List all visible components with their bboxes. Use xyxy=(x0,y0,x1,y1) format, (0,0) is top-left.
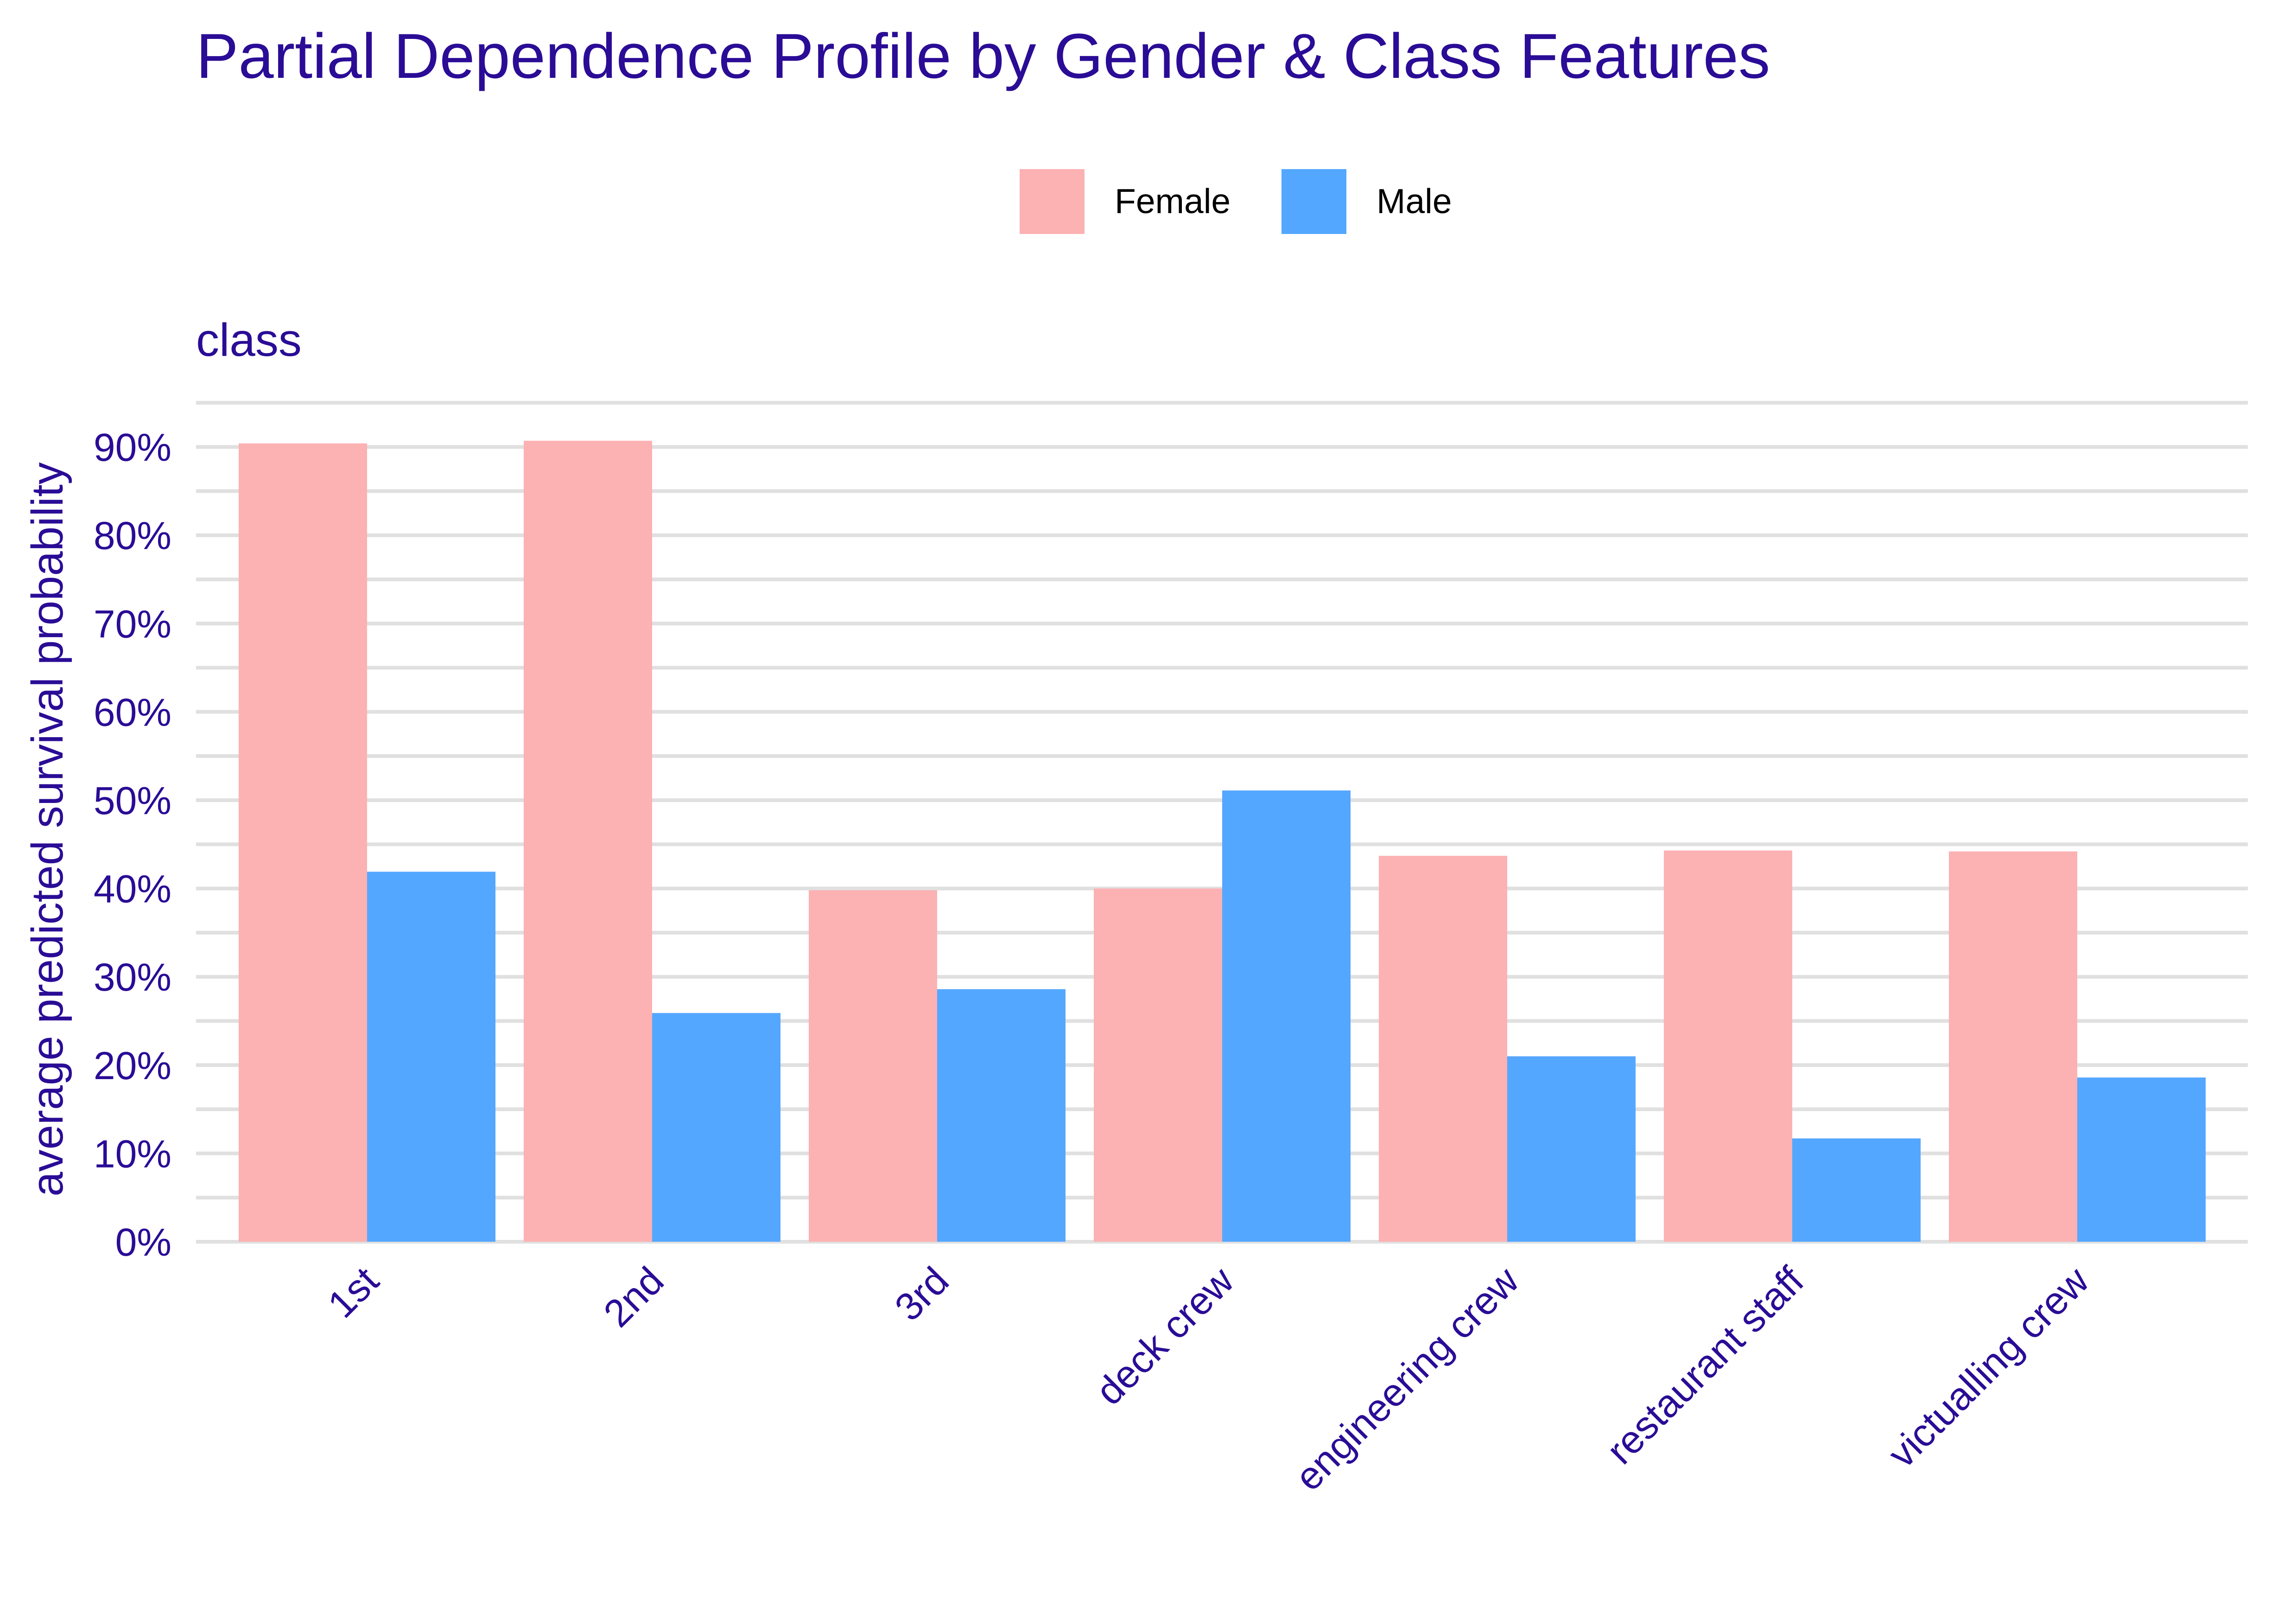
y-tick-label: 70% xyxy=(94,602,171,646)
bar-female xyxy=(524,441,652,1242)
y-tick-label: 50% xyxy=(94,779,171,822)
x-tick-label: engineering crew xyxy=(1287,1258,1527,1499)
facet-label: class xyxy=(196,314,302,366)
bar-male xyxy=(937,989,1066,1242)
bar-male xyxy=(1507,1056,1636,1242)
x-tick-label: 2nd xyxy=(595,1258,672,1335)
legend: Female Male xyxy=(1020,169,1452,234)
legend-swatch-female xyxy=(1020,169,1085,234)
x-tick-label: deck crew xyxy=(1087,1258,1242,1413)
legend-label-male: Male xyxy=(1377,182,1452,221)
bar-female xyxy=(809,890,937,1242)
y-axis-title: average predicted survival probability xyxy=(23,462,72,1197)
y-tick-label: 10% xyxy=(94,1132,171,1175)
x-tick-label: victualling crew xyxy=(1880,1258,2097,1476)
y-tick-label: 40% xyxy=(94,867,171,911)
y-tick-label: 90% xyxy=(94,426,171,469)
y-tick-label: 60% xyxy=(94,690,171,734)
bar-male xyxy=(367,872,495,1242)
bar-female xyxy=(239,443,367,1242)
x-tick-label: restaurant staff xyxy=(1598,1258,1812,1472)
y-axis-ticks: 0% 10% 20% 30% 40% 50% 60% 70% 80% 90% xyxy=(94,426,171,1264)
bar-female xyxy=(1379,856,1507,1242)
x-tick-label: 1st xyxy=(319,1258,387,1326)
y-tick-label: 0% xyxy=(115,1220,171,1264)
bars xyxy=(239,441,2206,1242)
bar-male xyxy=(1222,790,1351,1242)
legend-label-female: Female xyxy=(1115,182,1231,221)
y-tick-label: 80% xyxy=(94,514,171,557)
x-tick-label: 3rd xyxy=(886,1258,957,1329)
y-tick-label: 20% xyxy=(94,1044,171,1087)
legend-swatch-male xyxy=(1281,169,1346,234)
bar-male xyxy=(2077,1077,2206,1242)
bar-male xyxy=(1792,1138,1921,1242)
bar-male xyxy=(652,1013,780,1242)
bar-female xyxy=(1094,888,1222,1242)
y-tick-label: 30% xyxy=(94,955,171,999)
chart-title: Partial Dependence Profile by Gender & C… xyxy=(196,21,1770,92)
bar-female xyxy=(1949,851,2077,1242)
bar-female xyxy=(1664,850,1792,1242)
x-axis-ticks: 1st 2nd 3rd deck crew engineering crew restau… xyxy=(319,1258,2097,1499)
